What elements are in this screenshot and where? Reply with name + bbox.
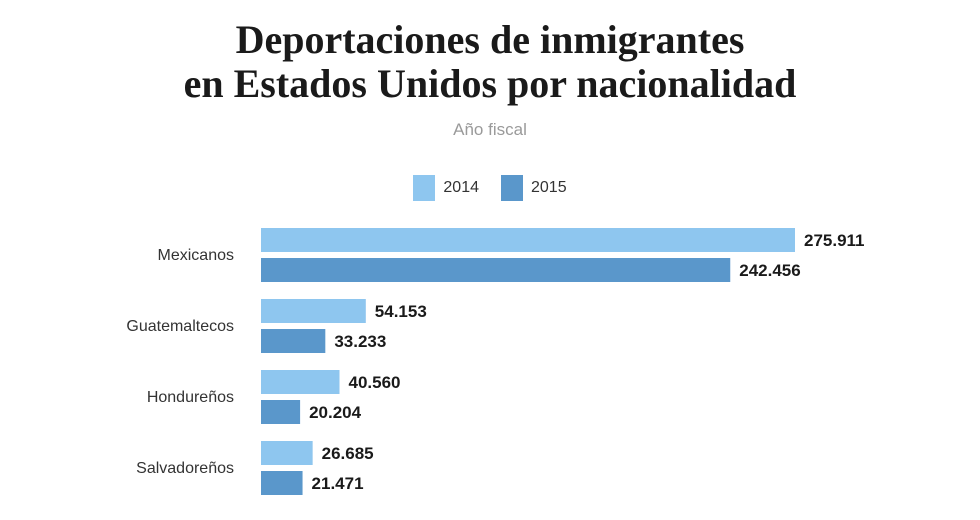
data-label-hondurenos-2014: 40.560 (349, 373, 401, 392)
legend-label-2015: 2015 (531, 179, 567, 196)
legend-item-2014: 2014 (413, 175, 479, 201)
data-label-hondurenos-2015: 20.204 (309, 403, 362, 422)
chart-title-line-2: en Estados Unidos por nacionalidad (183, 61, 797, 106)
category-label-guatemaltecos: Guatemaltecos (126, 318, 234, 335)
bar-mexicanos-2014 (261, 228, 795, 252)
bar-mexicanos-2015 (261, 258, 731, 282)
category-label-salvadorenos: Salvadoreños (136, 460, 234, 477)
legend-swatch-2014 (413, 175, 436, 201)
category-label-mexicanos: Mexicanos (158, 247, 234, 264)
chart-title-line-1: Deportaciones de inmigrantes (235, 17, 745, 62)
bar-guatemaltecos-2014 (261, 299, 366, 323)
bar-hondurenos-2014 (261, 370, 340, 394)
bar-salvadorenos-2015 (261, 471, 303, 495)
legend-swatch-2015 (501, 175, 523, 201)
chart-legend: 2014 2015 (0, 175, 980, 201)
category-label-hondurenos: Hondureños (147, 389, 234, 406)
legend-item-2015: 2015 (501, 175, 567, 201)
data-label-salvadorenos-2015: 21.471 (312, 474, 364, 493)
data-label-guatemaltecos-2015: 33.233 (334, 332, 386, 351)
bar-hondurenos-2015 (261, 400, 301, 424)
data-label-guatemaltecos-2014: 54.153 (375, 302, 427, 321)
legend-label-2014: 2014 (443, 179, 479, 196)
chart-subtitle: Año fiscal (453, 120, 527, 139)
data-label-mexicanos-2015: 242.456 (739, 261, 800, 280)
bar-salvadorenos-2014 (261, 441, 313, 465)
bar-guatemaltecos-2015 (261, 329, 326, 353)
chart-title: Deportaciones de inmigrantes en Estados … (0, 18, 980, 106)
data-label-mexicanos-2014: 275.911 (804, 231, 865, 250)
data-label-salvadorenos-2014: 26.685 (322, 444, 374, 463)
